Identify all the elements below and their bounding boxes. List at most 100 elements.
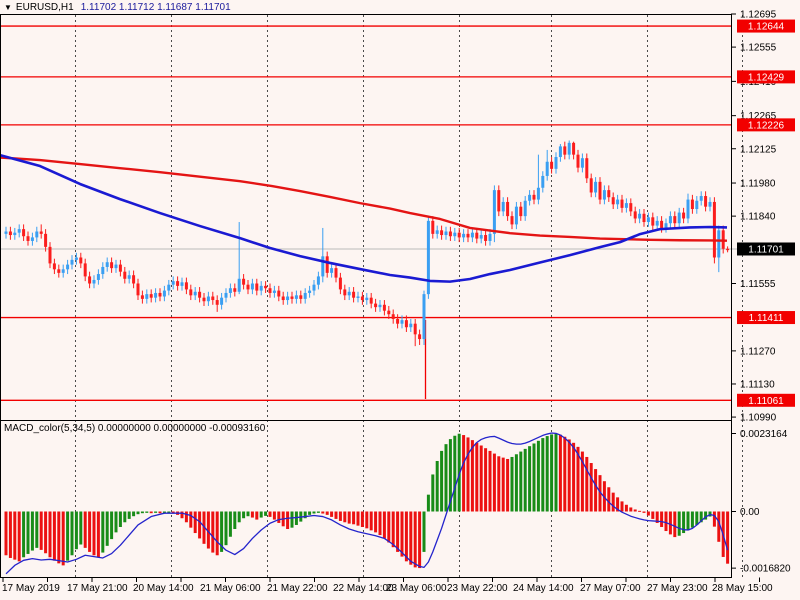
candle-body [83,263,87,277]
macd-bar [444,444,448,512]
candle-body [576,154,580,168]
candle-body [237,278,241,292]
macd-bar [396,511,400,552]
candle-body [492,190,496,234]
candle-body [673,216,677,224]
candle-body [176,281,180,286]
macd-bar [382,511,386,539]
candle-body [110,262,114,269]
macd-bar [638,510,642,512]
macd-bar [673,511,677,538]
macd-bar [325,511,329,515]
macd-bar [550,434,554,512]
candle-body [435,230,439,234]
macd-bar [378,511,382,536]
macd-bar [514,454,518,512]
candle-body [162,290,166,297]
macd-pane-frame [0,420,732,578]
candle-body [272,290,276,293]
candle-body [409,323,413,328]
candle-body [299,295,303,299]
macd-bar [35,511,39,548]
candle-body [17,229,21,233]
candle-body [400,320,404,324]
candle-body [497,190,501,212]
macd-bar [466,437,470,512]
macd-bar [220,511,224,552]
slow-ma-red-line [0,156,728,242]
candle-body [462,233,466,238]
macd-bar [202,511,206,544]
macd-bar [435,460,439,512]
candle-body [699,196,703,201]
macd-tick-label: 0.00 [740,507,760,518]
price-tick-label: 1.11270 [740,346,776,357]
macd-bar [418,511,422,569]
macd-bar [620,501,624,512]
macd-bar [686,511,690,531]
candle-body [308,290,312,293]
candle-body [88,276,92,284]
time-axis: 17 May 2019 17 May 21:00 20 May 14:00 21 Ma… [2,577,773,594]
candle-body [365,297,369,301]
macd-bar [391,511,395,548]
macd-bar [211,511,215,553]
macd-bar [611,492,615,512]
macd-bar [589,463,593,512]
macd-bar [554,433,558,512]
candle-body [180,282,184,286]
macd-bar [532,443,536,512]
candle-body [550,161,554,169]
candle-body [594,181,598,193]
macd-bar [479,445,483,512]
svg-text:1.11701: 1.11701 [748,244,784,255]
macd-bar [558,434,562,512]
macd-bar [52,511,56,561]
candle-body [277,290,281,297]
price-tick-label: 1.12555 [740,43,777,54]
macd-bar [70,511,74,556]
macd-signal-line [5,432,729,575]
macd-bar [677,511,681,536]
candle-body [431,220,435,234]
macd-bar [290,511,294,528]
macd-bar [136,511,140,515]
time-tick-label: 23 May 22:00 [447,583,508,594]
candle-body [523,200,527,217]
macd-bar [268,511,272,517]
price-tick-label: 1.12695 [740,10,777,21]
candle-body [35,231,39,238]
candle-body [629,203,633,212]
candle-body [92,279,96,284]
candle-body [708,201,712,207]
macd-bar [501,457,505,512]
time-tick-label: 24 May 14:00 [513,583,574,594]
candle-body [118,264,122,272]
candle-body [312,284,316,291]
candle-body [704,196,708,207]
macd-bar [22,511,26,558]
candle-body [598,181,602,200]
candle-body [404,320,408,328]
candle-body [607,190,611,198]
candle-body [286,296,290,301]
time-tick-label: 27 May 07:00 [580,583,641,594]
macd-bar [259,511,263,518]
fast-ma-blue-line [0,153,728,283]
macd-bar [233,511,237,530]
macd-bar [598,475,602,512]
macd-bar [193,511,197,534]
candle-body [448,231,452,237]
candle-body [356,296,360,298]
macd-bar [347,511,351,524]
price-tick-label: 1.10990 [740,413,777,424]
macd-bar [523,448,527,512]
macd-bar [8,511,12,558]
time-tick-label: 23 May 06:00 [386,583,447,594]
time-tick-label: 21 May 22:00 [267,583,328,594]
candle-body [655,220,659,226]
candle-body [536,187,540,200]
